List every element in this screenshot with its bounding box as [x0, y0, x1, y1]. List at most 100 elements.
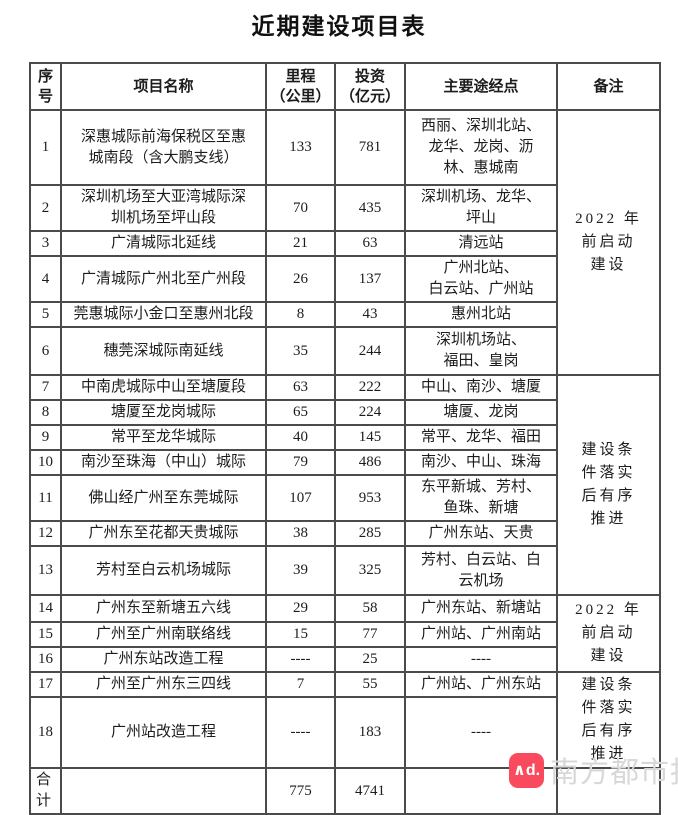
projects-table: 序号 项目名称 里程 （公里） 投资 （亿元） 主要途经点 备注 1 深惠城际前海…: [29, 62, 661, 815]
mileage-cell: 38: [265, 520, 336, 547]
mileage-cell: 133: [265, 109, 336, 186]
mileage-cell: 26: [265, 255, 336, 303]
project-name-cell: 广州东站改造工程: [60, 646, 267, 673]
table-row: 15 广州至广州南联络线 15 77 广州站、广州南站: [29, 621, 660, 648]
project-name-cell: 广州站改造工程: [60, 696, 267, 769]
project-name-cell: 穗莞深城际南延线: [60, 326, 267, 376]
project-name-cell: 广清城际北延线: [60, 230, 267, 257]
col-header-no: 序号: [29, 62, 62, 111]
investment-cell: 486: [334, 449, 406, 476]
mileage-cell: ----: [265, 696, 336, 769]
total-investment-cell: 4741: [334, 767, 406, 815]
mileage-cell: 21: [265, 230, 336, 257]
investment-cell: 43: [334, 301, 406, 328]
table-row: 5 莞惠城际小金口至惠州北段 8 43 惠州北站: [29, 301, 660, 328]
row-number-cell: 13: [29, 545, 62, 596]
project-name-cell: 广州至广州南联络线: [60, 621, 267, 648]
mileage-cell: ----: [265, 646, 336, 673]
investment-cell: 183: [334, 696, 406, 769]
table-row: 1 深惠城际前海保税区至惠 城南段（含大鹏支线） 133 781 西丽、深圳北站、 龙华…: [29, 109, 661, 376]
table-row: 16 广州东站改造工程 ---- 25 ----: [29, 646, 660, 673]
row-number-cell: 12: [29, 520, 62, 547]
table-row: 13 芳村至白云机场城际 39 325 芳村、白云站、白 云机场: [29, 545, 660, 596]
via-cell: 广州东站、天贵: [404, 520, 558, 547]
row-number-cell: 4: [29, 255, 62, 303]
mileage-cell: 40: [265, 424, 336, 451]
project-name-cell: 广州东至花都天贵城际: [60, 520, 267, 547]
mileage-cell: 8: [265, 301, 336, 328]
mileage-cell: 65: [265, 399, 336, 426]
project-name-cell: 常平至龙华城际: [60, 424, 267, 451]
investment-cell: 222: [334, 374, 406, 401]
mileage-cell: 107: [265, 474, 336, 522]
row-number-cell: 14: [29, 594, 62, 623]
table-row: 8 塘厦至龙岗城际 65 224 塘厦、龙岗: [29, 399, 660, 426]
investment-cell: 63: [334, 230, 406, 257]
investment-cell: 137: [334, 255, 406, 303]
project-name-cell: 深惠城际前海保税区至惠 城南段（含大鹏支线）: [60, 109, 267, 186]
via-cell: 芳村、白云站、白 云机场: [404, 545, 558, 596]
mileage-cell: 35: [265, 326, 336, 376]
col-header-remark: 备注: [556, 62, 661, 111]
via-cell: 广州站、广州南站: [404, 621, 558, 648]
investment-cell: 145: [334, 424, 406, 451]
table-row: 11 佛山经广州至东莞城际 107 953 东平新城、芳村、 鱼珠、新塘: [29, 474, 660, 522]
table-header-row: 序号 项目名称 里程 （公里） 投资 （亿元） 主要途经点 备注: [29, 62, 661, 111]
table-row: 10 南沙至珠海（中山）城际 79 486 南沙、中山、珠海: [29, 449, 660, 476]
row-number-cell: 8: [29, 399, 62, 426]
investment-cell: 25: [334, 646, 406, 673]
project-name-cell: 南沙至珠海（中山）城际: [60, 449, 267, 476]
brand-name: 南方都市报: [550, 757, 678, 789]
row-number-cell: 18: [29, 696, 62, 769]
table-row: 2 深圳机场至大亚湾城际深 圳机场至坪山段 70 435 深圳机场、龙华、 坪山: [29, 184, 660, 232]
nd-brand-logo-icon: ∧d.: [509, 752, 544, 788]
via-cell: 常平、龙华、福田: [404, 424, 558, 451]
via-cell: 西丽、深圳北站、 龙华、龙岗、沥 林、惠城南: [404, 109, 558, 186]
total-label-cell: 合计: [29, 767, 62, 815]
page-title: 近期建设项目表: [251, 13, 427, 39]
via-cell: 深圳机场、龙华、 坪山: [404, 184, 558, 232]
remark-cell: 2022 年 前启动 建设: [556, 594, 661, 673]
via-cell: 清远站: [404, 230, 558, 257]
via-cell: 广州北站、 白云站、广州站: [404, 255, 558, 303]
row-number-cell: 17: [29, 671, 62, 698]
col-header-project-name: 项目名称: [60, 62, 267, 111]
row-number-cell: 16: [29, 646, 62, 673]
project-name-cell: 深圳机场至大亚湾城际深 圳机场至坪山段: [60, 184, 267, 232]
col-header-investment: 投资 （亿元）: [334, 62, 406, 111]
project-name-cell: 芳村至白云机场城际: [60, 545, 267, 596]
table-row: 14 广州东至新塘五六线 29 58 广州东站、新塘站 2022 年 前启动 建设: [29, 594, 661, 673]
project-name-cell: 佛山经广州至东莞城际: [60, 474, 267, 522]
investment-cell: 77: [334, 621, 406, 648]
mileage-cell: 63: [265, 374, 336, 401]
via-cell: 惠州北站: [404, 301, 558, 328]
project-name-cell: 中南虎城际中山至塘厦段: [60, 374, 267, 401]
investment-cell: 58: [334, 594, 406, 623]
project-name-cell: 广州东至新塘五六线: [60, 594, 267, 623]
project-name-cell: 广清城际广州北至广州段: [60, 255, 267, 303]
mileage-cell: 7: [265, 671, 336, 698]
project-name-cell: 广州至广州东三四线: [60, 671, 267, 698]
table-row: 6 穗莞深城际南延线 35 244 深圳机场站、 福田、皇岗: [29, 326, 660, 376]
total-mileage-cell: 775: [265, 767, 336, 815]
mileage-cell: 79: [265, 449, 336, 476]
investment-cell: 953: [334, 474, 406, 522]
row-number-cell: 1: [29, 109, 62, 186]
col-header-via: 主要途经点: [404, 62, 558, 111]
table-row: 17 广州至广州东三四线 7 55 广州站、广州东站 建设条 件落实 后有序 推进: [29, 671, 661, 769]
mileage-cell: 29: [265, 594, 336, 623]
investment-cell: 224: [334, 399, 406, 426]
via-cell: 中山、南沙、塘厦: [404, 374, 558, 401]
investment-cell: 325: [334, 545, 406, 596]
table-row: 18 广州站改造工程 ---- 183 ----: [29, 696, 660, 769]
table-row: 4 广清城际广州北至广州段 26 137 广州北站、 白云站、广州站: [29, 255, 660, 303]
via-cell: 深圳机场站、 福田、皇岗: [404, 326, 558, 376]
remark-cell: 2022 年 前启动 建设: [556, 109, 661, 376]
via-cell: 塘厦、龙岗: [404, 399, 558, 426]
investment-cell: 55: [334, 671, 406, 698]
mileage-cell: 70: [265, 184, 336, 232]
table-row: 9 常平至龙华城际 40 145 常平、龙华、福田: [29, 424, 660, 451]
via-cell: 广州东站、新塘站: [404, 594, 558, 623]
table-row: 12 广州东至花都天贵城际 38 285 广州东站、天贵: [29, 520, 660, 547]
watermark: ∧d. 南方都市报: [509, 749, 678, 791]
